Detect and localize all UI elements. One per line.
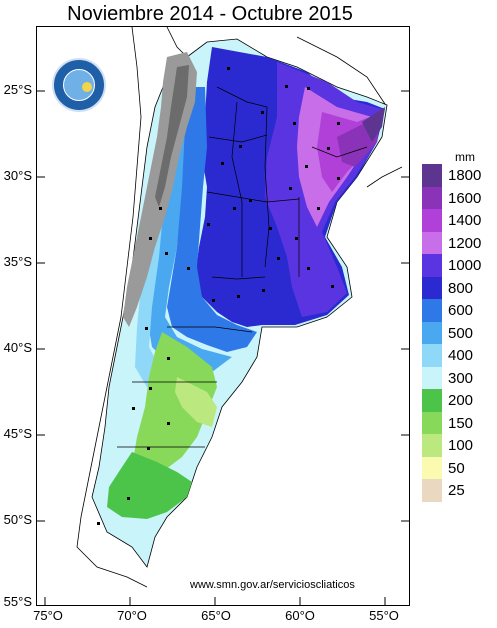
lat-label-25s: 25°S [3, 82, 32, 97]
logo-globe-icon [63, 69, 95, 101]
lon-label-75o: 75°O [33, 608, 63, 623]
lat-label-30s: 30°S [3, 168, 32, 183]
argentina-map-canvas [37, 27, 409, 605]
legend-label: 1400 [448, 212, 482, 229]
legend-swatch [422, 231, 442, 255]
lat-label-35s: 35°S [3, 254, 32, 269]
map-title: Noviembre 2014 - Octubre 2015 [67, 3, 353, 25]
legend-label: 1600 [448, 189, 482, 207]
legend-swatch [422, 366, 442, 390]
legend-swatch [422, 344, 442, 367]
legend-swatch [422, 479, 442, 502]
legend-label: 1800 [448, 167, 482, 184]
legend-label: 50 [448, 459, 465, 477]
legend-swatch [422, 389, 442, 412]
legend-label: 1000 [448, 257, 482, 274]
legend-swatch [422, 186, 442, 210]
legend-label: 300 [448, 369, 474, 387]
legend-swatch [422, 321, 442, 345]
legend-label: 500 [448, 324, 474, 342]
legend-swatch [422, 209, 442, 232]
legend-unit: mm [455, 150, 475, 164]
legend-label: 200 [448, 392, 474, 409]
legend-swatch [422, 276, 442, 300]
smn-logo [52, 58, 106, 112]
logo-sun-icon [82, 82, 92, 92]
legend-swatch [422, 164, 442, 187]
legend-label: 800 [448, 279, 474, 297]
lon-label-65o: 65°O [201, 608, 231, 623]
legend-swatch [422, 411, 442, 435]
lat-label-55s: 55°S [3, 594, 32, 609]
lon-label-60o: 60°O [285, 608, 315, 623]
precipitation-map [36, 26, 410, 606]
legend-label: 25 [448, 482, 465, 499]
lat-label-50s: 50°S [3, 512, 32, 527]
legend-label: 400 [448, 347, 474, 364]
legend-label: 1200 [448, 234, 482, 252]
lon-label-70o: 70°O [117, 608, 147, 623]
legend-swatch [422, 456, 442, 480]
lon-label-55o: 55°O [369, 608, 399, 623]
legend-swatch [422, 254, 442, 277]
legend-swatch [422, 434, 442, 457]
legend-swatch [422, 299, 442, 322]
legend-label: 100 [448, 437, 474, 454]
website-url: www.smn.gov.ar/servicioscliaticos [190, 579, 355, 591]
lat-label-40s: 40°S [3, 340, 32, 355]
legend-label: 150 [448, 414, 474, 432]
lat-label-45s: 45°S [3, 426, 32, 441]
legend-label: 600 [448, 302, 474, 319]
